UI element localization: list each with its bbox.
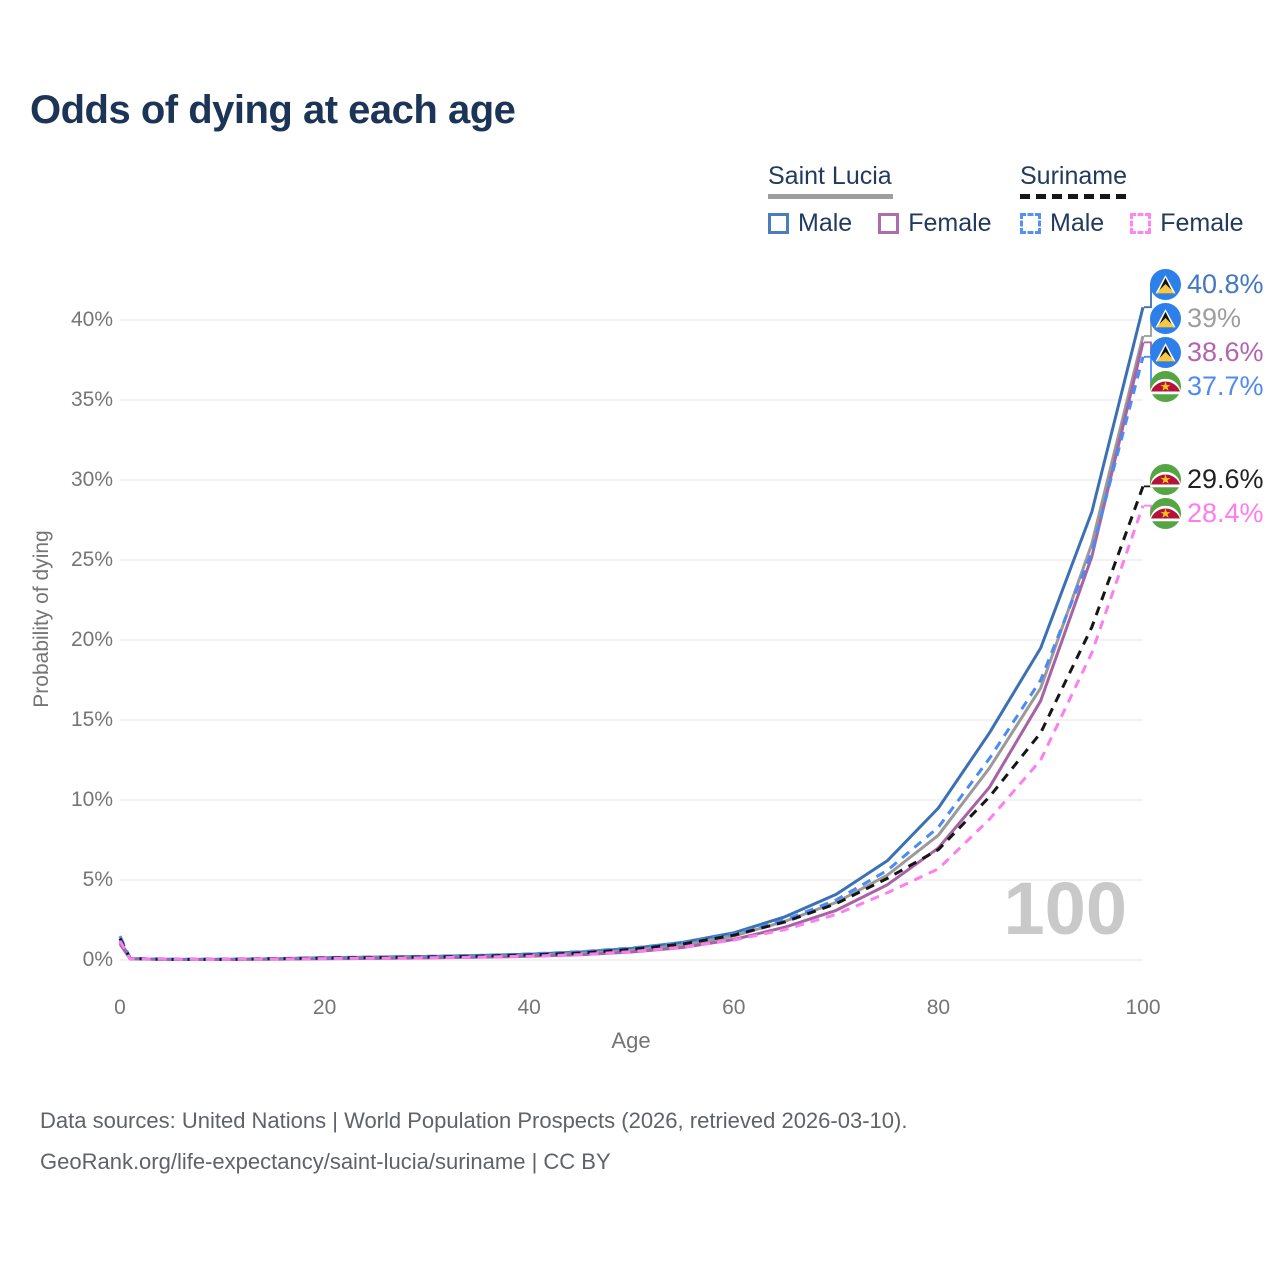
legend-label-suriname-male[interactable]: Male [1050, 209, 1105, 237]
suriname-flag-icon [1150, 371, 1181, 403]
x-tick-label-40: 40 [517, 996, 541, 1019]
saint-lucia-flag-icon [1150, 303, 1181, 335]
legend-swatch-saint-lucia-female[interactable] [878, 213, 900, 234]
end-value: 39% [1187, 303, 1242, 334]
legend-underline-saint-lucia [768, 194, 893, 199]
end-label-suriname-male: 37.7% [1150, 371, 1264, 403]
legend-label-suriname-female[interactable]: Female [1160, 209, 1244, 237]
legend-group-suriname: Suriname Male Female [1020, 162, 1270, 238]
age-watermark: 100 [1003, 867, 1127, 950]
end-value: 40.8% [1187, 269, 1264, 300]
y-tick-label-35: 35% [70, 388, 113, 411]
end-label-saint-lucia-both-sexes: 39% [1150, 303, 1241, 335]
legend-country-saint-lucia[interactable]: Saint Lucia [768, 162, 892, 190]
series-line-saint-lucia-male [118, 306, 1145, 961]
series-line-saint-lucia-both-sexes [118, 335, 1145, 961]
y-tick-label-5: 5% [82, 868, 113, 891]
series-line-suriname-female [118, 505, 1145, 961]
series-line-suriname-both-sexes [118, 485, 1145, 961]
x-tick-label-60: 60 [722, 996, 746, 1019]
y-tick-label-25: 25% [70, 548, 113, 571]
legend-swatch-suriname-female[interactable] [1130, 213, 1152, 234]
footer-attribution: GeoRank.org/life-expectancy/saint-lucia/… [40, 1149, 611, 1174]
legend-label-saint-lucia-female[interactable]: Female [908, 209, 992, 237]
y-tick-label-30: 30% [70, 468, 113, 491]
end-label-suriname-both-sexes: 29.6% [1150, 463, 1264, 495]
y-tick-label-40: 40% [70, 308, 113, 331]
legend-swatch-saint-lucia-male[interactable] [768, 213, 789, 234]
legend-underline-suriname [1020, 194, 1132, 199]
legend-country-suriname[interactable]: Suriname [1020, 162, 1127, 190]
y-tick-label-0: 0% [82, 948, 113, 971]
end-value: 38.6% [1187, 337, 1264, 368]
end-value: 37.7% [1187, 371, 1264, 402]
end-label-suriname-female: 28.4% [1150, 497, 1264, 529]
saint-lucia-flag-icon [1150, 337, 1181, 369]
series-line-suriname-male [118, 356, 1145, 961]
y-tick-label-15: 15% [70, 708, 113, 731]
suriname-flag-icon [1150, 497, 1181, 529]
footer-data-sources: Data sources: United Nations | World Pop… [40, 1108, 908, 1133]
x-axis-title: Age [611, 1028, 651, 1053]
legend-label-saint-lucia-male[interactable]: Male [798, 209, 853, 237]
x-tick-label-100: 100 [1125, 996, 1161, 1019]
x-tick-label-80: 80 [926, 996, 951, 1019]
end-label-saint-lucia-male: 40.8% [1150, 269, 1264, 301]
saint-lucia-flag-icon [1150, 269, 1181, 301]
legend-group-saint-lucia: Saint Lucia Male Female [768, 162, 1018, 238]
page-title: Odds of dying at each age [30, 88, 516, 132]
x-tick-label-0: 0 [114, 996, 126, 1019]
end-label-saint-lucia-female: 38.6% [1150, 337, 1264, 369]
y-tick-label-20: 20% [70, 628, 113, 651]
legend-swatch-suriname-male[interactable] [1020, 213, 1041, 234]
x-tick-label-20: 20 [312, 996, 337, 1019]
suriname-flag-icon [1150, 463, 1181, 495]
y-axis-title: Probability of dying [30, 530, 53, 708]
end-value: 29.6% [1187, 463, 1264, 494]
y-tick-label-10: 10% [70, 788, 113, 811]
end-value: 28.4% [1187, 497, 1264, 528]
series-line-saint-lucia-female [118, 342, 1145, 961]
